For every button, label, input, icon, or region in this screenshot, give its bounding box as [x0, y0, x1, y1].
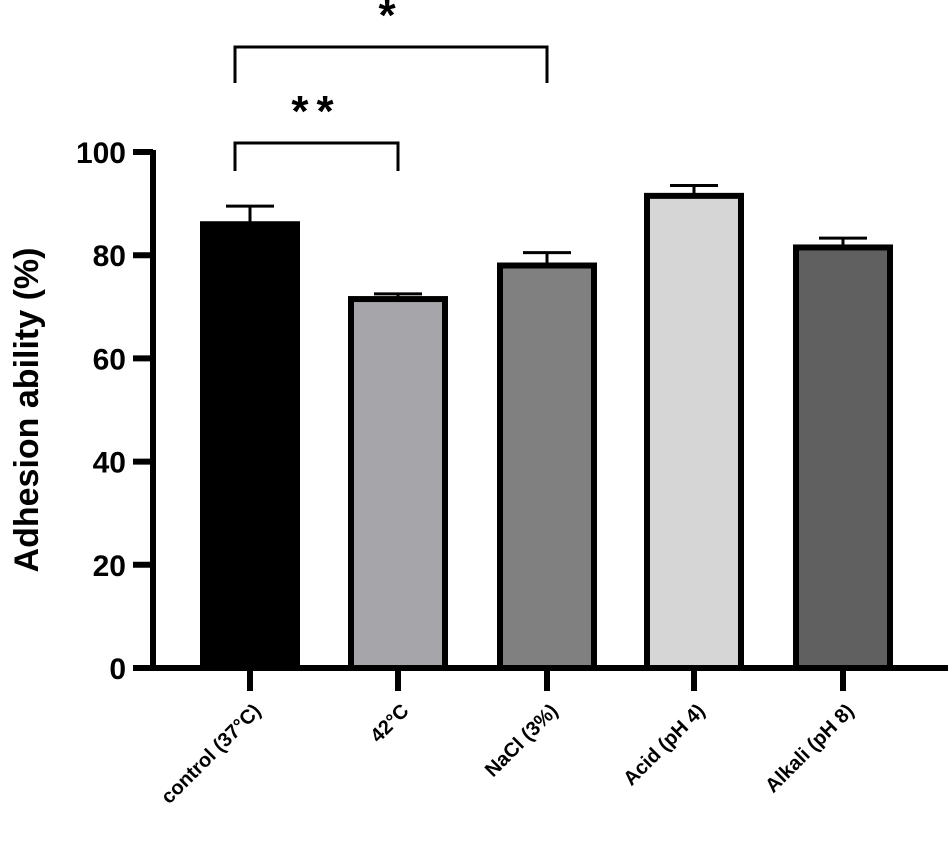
significance-label: * — [378, 0, 403, 40]
bar — [348, 296, 448, 671]
bar — [793, 244, 893, 672]
y-tick-label: 100 — [76, 137, 126, 170]
y-tick-label: 20 — [93, 550, 126, 583]
y-tick-label: 40 — [93, 447, 126, 480]
significance-label: ** — [291, 87, 341, 136]
y-tick-label: 80 — [93, 240, 126, 273]
bar — [200, 221, 300, 672]
y-tick-label: 0 — [109, 653, 126, 686]
significance-brackets: *** — [233, 0, 549, 171]
x-tick-label: NaCl (3%) — [481, 700, 563, 782]
bar — [497, 262, 597, 671]
x-tick-label: Alkali (pH 8) — [761, 700, 858, 797]
bars: control (37°C) 42°C NaCl (3%) Acid (pH 4) Al… — [157, 184, 893, 808]
x-tick-label: control (37°C) — [157, 700, 265, 808]
y-axis-label: Adhesion ability (%) — [8, 248, 46, 573]
significance-bracket — [233, 45, 549, 83]
x-tick-label: Acid (pH 4) — [619, 700, 709, 790]
significance-bracket — [233, 141, 400, 171]
x-tick-label: 42°C — [366, 700, 413, 747]
y-tick-label: 60 — [93, 343, 126, 376]
bar — [644, 192, 744, 672]
